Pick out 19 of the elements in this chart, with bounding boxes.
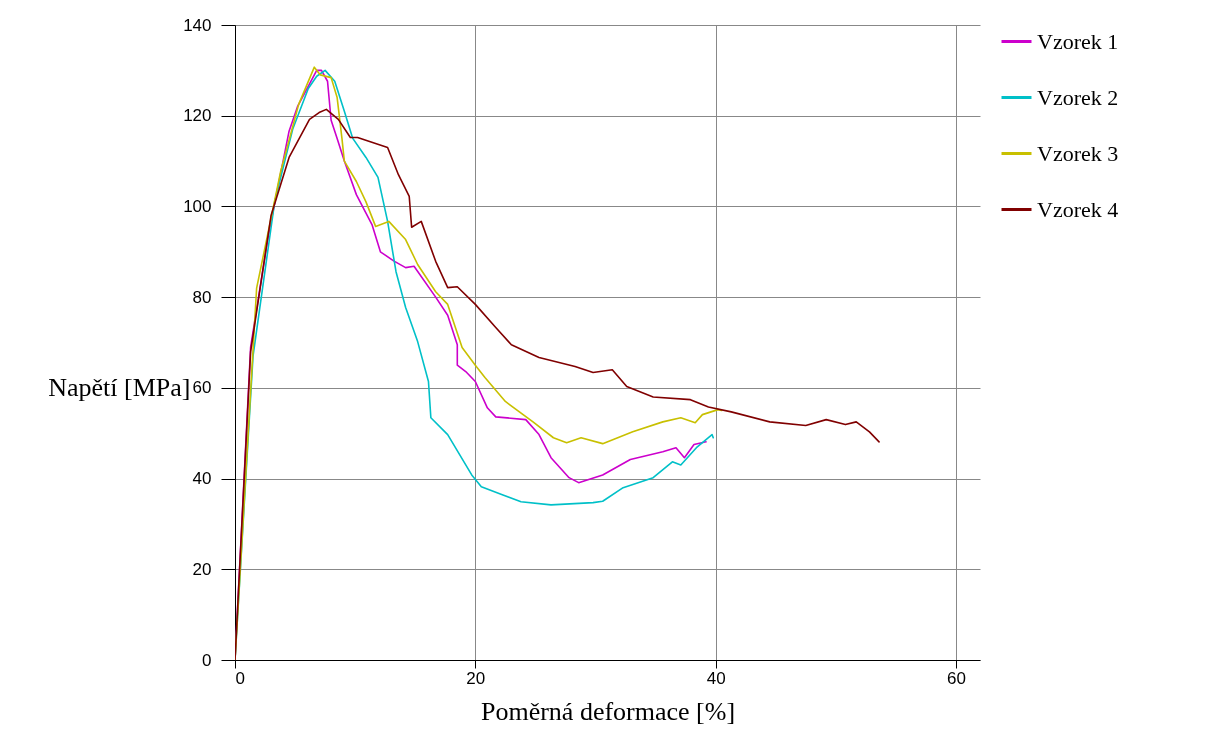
y-tick-label: 60 xyxy=(192,378,212,398)
y-tick-label: 20 xyxy=(192,559,212,579)
legend-label: Vzorek 1 xyxy=(1037,28,1119,54)
x-axis-title: Poměrná deformace [%] xyxy=(480,696,736,726)
y-tick-label: 80 xyxy=(192,287,212,307)
x-tick-label: 0 xyxy=(235,668,245,688)
y-tick-label: 120 xyxy=(183,106,212,126)
y-tick-label: 0 xyxy=(202,650,212,670)
legend-label: Vzorek 2 xyxy=(1037,84,1119,110)
y-axis-title: Napětí [MPa] xyxy=(48,373,191,403)
line-series xyxy=(235,108,880,660)
legend-label: Vzorek 4 xyxy=(1037,196,1119,222)
legend-label: Vzorek 3 xyxy=(1037,140,1119,166)
y-tick-label: 140 xyxy=(183,15,212,35)
y-tick-label: 40 xyxy=(192,469,212,489)
x-tick-label: 20 xyxy=(466,668,486,688)
x-tick-label: 40 xyxy=(706,668,726,688)
x-tick-label: 60 xyxy=(947,668,966,688)
y-tick-label: 100 xyxy=(183,196,212,216)
